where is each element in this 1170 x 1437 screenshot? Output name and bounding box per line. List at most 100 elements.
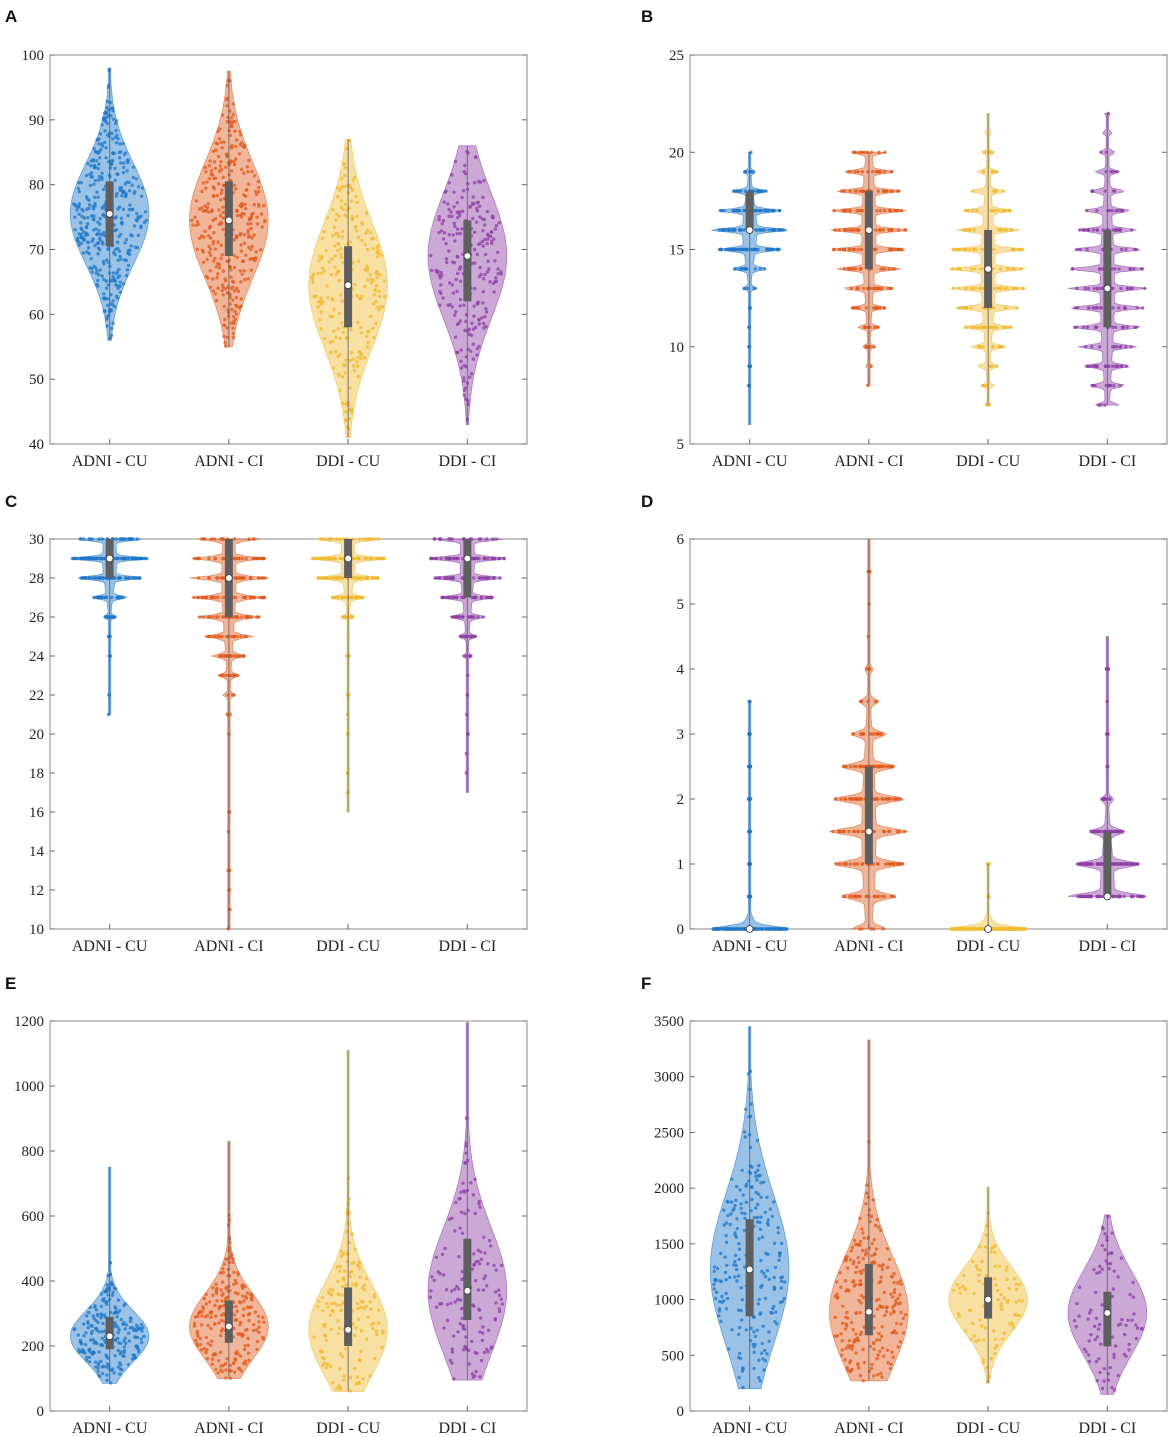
data-point: [478, 180, 483, 184]
data-point: [235, 255, 239, 260]
data-point: [237, 1332, 242, 1336]
data-point: [229, 124, 234, 128]
data-point: [498, 556, 502, 561]
data-point: [198, 1342, 203, 1347]
data-point: [858, 1243, 862, 1247]
data-point: [472, 1252, 476, 1256]
data-point: [331, 595, 335, 600]
y-tick-label: 3: [677, 727, 685, 743]
data-point: [841, 208, 845, 213]
data-point: [343, 1347, 348, 1351]
data-point: [741, 1385, 745, 1390]
data-point: [470, 1339, 474, 1344]
data-point: [444, 241, 448, 246]
data-point: [890, 247, 894, 252]
data-point: [371, 278, 376, 283]
data-point: [1009, 228, 1014, 232]
data-point: [498, 576, 502, 580]
data-point: [109, 326, 114, 331]
data-point: [847, 829, 851, 834]
data-points: [312, 1176, 385, 1393]
data-point: [234, 615, 239, 619]
x-tick-label: ADNI - CI: [194, 453, 263, 470]
data-point: [453, 224, 457, 229]
data-point: [733, 1203, 737, 1208]
data-point: [765, 1268, 770, 1273]
data-point: [483, 237, 487, 242]
data-point: [120, 1368, 124, 1372]
data-point: [329, 350, 333, 355]
data-point: [328, 314, 332, 318]
data-point: [957, 267, 962, 271]
data-point: [246, 1351, 251, 1355]
data-point: [1108, 208, 1112, 213]
data-point: [442, 200, 446, 204]
x-tick-label: DDI - CI: [1078, 938, 1136, 955]
data-point: [232, 289, 237, 293]
data-point: [371, 1327, 375, 1331]
data-point: [204, 1335, 208, 1340]
data-point: [450, 1289, 454, 1293]
data-point: [880, 1346, 885, 1350]
violin-adni-cu: [710, 699, 790, 933]
data-point: [366, 278, 370, 282]
data-point: [87, 1355, 92, 1360]
data-point: [442, 1326, 446, 1330]
data-point: [217, 1359, 221, 1363]
data-point: [340, 176, 344, 181]
data-point: [359, 1305, 363, 1310]
iqr-box: [463, 539, 472, 598]
data-point: [764, 189, 768, 193]
data-point: [759, 1215, 763, 1220]
data-point: [207, 576, 211, 580]
data-point: [101, 1321, 105, 1326]
data-point: [230, 634, 234, 639]
data-point: [755, 1138, 760, 1143]
data-point: [452, 1377, 456, 1381]
data-point: [204, 1302, 209, 1306]
data-point: [225, 1357, 229, 1361]
data-point: [216, 240, 220, 244]
data-point: [339, 1303, 343, 1307]
data-point: [214, 1290, 219, 1294]
data-point: [853, 1339, 857, 1343]
data-point: [142, 556, 147, 561]
data-point: [714, 1278, 718, 1282]
data-point: [118, 254, 122, 259]
y-tick-label: 1000: [14, 1079, 44, 1095]
data-point: [214, 299, 219, 303]
data-point: [1124, 364, 1129, 368]
data-point: [1130, 286, 1134, 291]
violin-adni-cu: [70, 537, 149, 717]
data-point: [457, 267, 462, 271]
data-point: [742, 286, 746, 291]
data-point: [875, 1338, 879, 1342]
data-point: [975, 927, 980, 931]
data-point: [231, 285, 235, 289]
data-point: [358, 325, 363, 330]
data-point: [447, 556, 452, 561]
data-point: [129, 233, 133, 237]
data-point: [75, 236, 80, 241]
data-point: [332, 329, 336, 333]
y-tick-label: 2000: [654, 1181, 684, 1197]
data-point: [1020, 286, 1025, 291]
data-point: [1109, 170, 1113, 174]
data-point: [739, 1286, 743, 1290]
data-point: [462, 393, 466, 397]
data-point: [869, 927, 873, 931]
data-point: [772, 1275, 776, 1280]
data-point: [765, 1195, 769, 1200]
data-point: [341, 401, 345, 406]
data-point: [843, 1327, 848, 1331]
data-point: [851, 1262, 856, 1266]
data-point: [848, 189, 852, 193]
data-point: [77, 190, 82, 194]
data-point: [886, 1361, 890, 1365]
data-point: [132, 224, 137, 228]
data-point: [219, 167, 224, 172]
data-point: [244, 206, 248, 211]
data-point: [90, 1329, 95, 1333]
data-point: [480, 1358, 484, 1363]
data-point: [130, 183, 134, 187]
